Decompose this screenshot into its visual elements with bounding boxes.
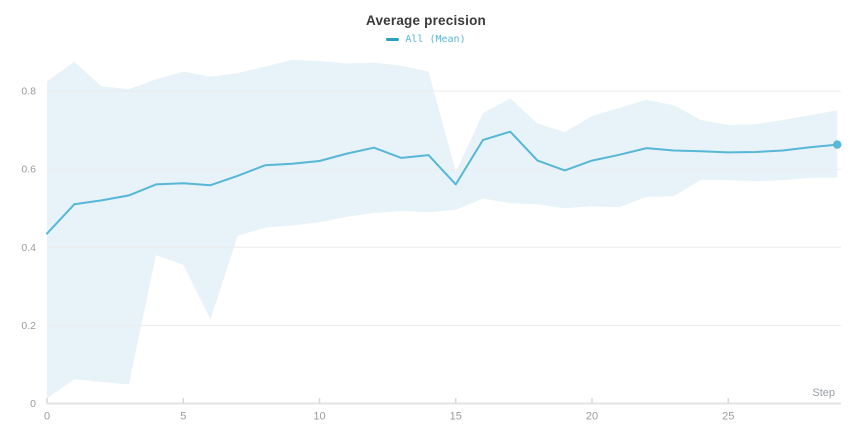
y-tick-label-0: 0 [30,398,36,410]
y-tick-label-0.6: 0.6 [21,164,36,176]
legend-item-all-mean[interactable]: All (Mean) [386,34,466,45]
mean-line [46,130,839,235]
x-tick-label-10: 10 [313,411,325,423]
y-tick-label-0.2: 0.2 [21,320,36,332]
x-tick-label-20: 20 [586,411,598,423]
y-tick-label-0.4: 0.4 [21,242,36,254]
minmax-band [47,59,838,399]
chart-title: Average precision [366,13,486,28]
legend-line-icon [386,38,400,41]
legend-label: All (Mean) [405,34,466,45]
x-tick-label-25: 25 [722,411,734,423]
y-tick-label-0.8: 0.8 [21,86,36,98]
chart-header: Average precision All (Mean) [0,13,852,46]
x-tick-label-15: 15 [450,411,462,423]
last-point-marker[interactable] [833,140,842,149]
x-axis-title: Step [812,387,835,399]
x-tick-label-0: 0 [44,411,50,423]
x-tick-label-5: 5 [180,411,186,423]
